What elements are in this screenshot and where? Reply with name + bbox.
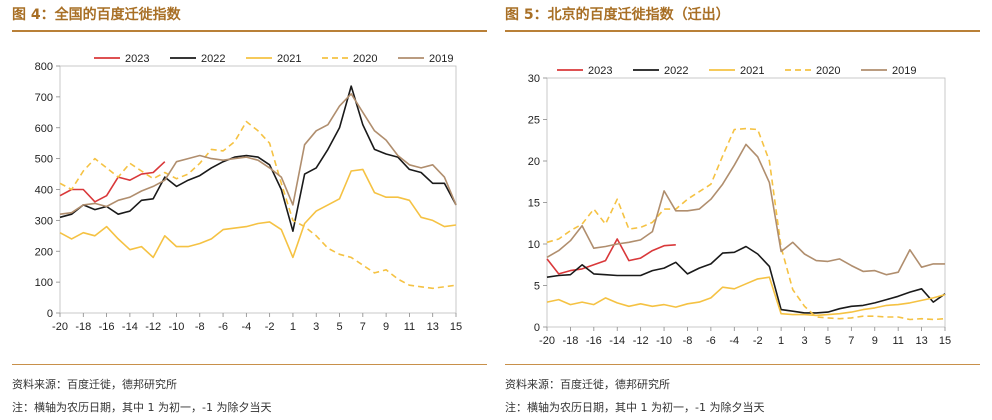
left-title-rule: [12, 30, 487, 32]
legend-label-2020: 2020: [353, 53, 377, 65]
y-tick-label: 700: [35, 92, 53, 104]
left-axis-note: 注：横轴为农历日期，其中 1 为初一，-1 为除夕当天: [12, 401, 272, 414]
legend-label-2019: 2019: [429, 53, 453, 65]
legend-label-2023: 2023: [125, 53, 149, 65]
y-tick-label: 25: [528, 115, 540, 127]
x-tick-label: 5: [825, 335, 831, 347]
x-tick-label: 9: [383, 321, 389, 333]
x-tick-label: 13: [915, 335, 927, 347]
plot-frame: [546, 77, 946, 328]
x-tick-label: -6: [218, 321, 228, 333]
x-tick-label: -6: [706, 335, 716, 347]
left-line-chart: 0 100 200 300 400 500 600 700 800 -20 -18 -16 -14 -12…: [35, 53, 462, 333]
series-line-2019: [59, 93, 457, 215]
y-tick-label: 0: [534, 322, 540, 334]
x-tick-label: -12: [633, 335, 649, 347]
x-tick-label: -14: [609, 335, 625, 347]
series-line-2022: [59, 85, 457, 232]
x-tick-label: 3: [313, 321, 319, 333]
y-tick-label: 400: [35, 185, 53, 197]
series-line-2019: [546, 143, 945, 276]
legend-label-2020: 2020: [816, 65, 840, 77]
y-tick-label: 5: [534, 281, 540, 293]
right-axis-note: 注：横轴为农历日期，其中 1 为初一，-1 为除夕当天: [505, 401, 765, 414]
x-tick-label: 7: [360, 321, 366, 333]
x-tick-label: -4: [729, 335, 739, 347]
y-tick-label: 100: [35, 277, 53, 289]
x-tick-label: 15: [450, 321, 462, 333]
x-tick-label: -10: [169, 321, 185, 333]
left-footer-rule: [12, 364, 487, 365]
x-tick-label: -2: [753, 335, 763, 347]
x-tick-label: -12: [145, 321, 161, 333]
x-tick-label: -4: [241, 321, 251, 333]
series-line-2023: [59, 161, 166, 203]
x-tick-label: 7: [848, 335, 854, 347]
y-tick-label: 15: [528, 198, 540, 210]
series-line-2021: [546, 276, 946, 317]
x-tick-label: -20: [539, 335, 555, 347]
x-tick-label: 1: [778, 335, 784, 347]
legend-label-2019: 2019: [892, 65, 916, 77]
x-tick-label: -18: [562, 335, 578, 347]
x-tick-label: 11: [892, 335, 903, 347]
x-tick-label: -16: [586, 335, 602, 347]
right-chart-panel: 图 5：北京的百度迁徙指数（迁出） 0 5 10 15 20 25 30 -20 -18 -16-…: [505, 0, 980, 420]
legend-label-2021: 2021: [277, 53, 301, 65]
x-tick-label: 13: [427, 321, 439, 333]
series-line-2022: [546, 245, 946, 314]
y-tick-label: 200: [35, 246, 53, 258]
y-tick-label: 10: [528, 239, 540, 251]
x-tick-label: 9: [872, 335, 878, 347]
series-line-2023: [546, 238, 676, 275]
plot-frame: [59, 65, 457, 314]
x-tick-label: -16: [99, 321, 115, 333]
x-tick-label: -20: [52, 321, 68, 333]
right-chart-title: 图 5：北京的百度迁徙指数（迁出）: [505, 7, 730, 23]
x-tick-label: 15: [939, 335, 951, 347]
series-line-2020: [59, 120, 457, 290]
y-tick-label: 500: [35, 154, 53, 166]
series-line-2020: [546, 127, 946, 321]
x-tick-label: -8: [195, 321, 205, 333]
legend-label-2023: 2023: [588, 65, 612, 77]
left-chart-title: 图 4：全国的百度迁徙指数: [12, 7, 181, 23]
x-tick-label: -8: [683, 335, 693, 347]
left-chart-panel: 图 4：全国的百度迁徙指数 0 100 200 300 400 500 600 700 800 -…: [12, 0, 487, 420]
x-tick-label: 3: [801, 335, 807, 347]
x-tick-label: -10: [656, 335, 672, 347]
legend-label-2022: 2022: [664, 65, 688, 77]
x-tick-label: -18: [75, 321, 91, 333]
y-tick-label: 0: [47, 308, 53, 320]
x-tick-label: 5: [336, 321, 342, 333]
x-tick-label: 1: [290, 321, 296, 333]
right-footer-rule: [505, 364, 980, 365]
y-tick-label: 800: [35, 61, 53, 73]
x-tick-label: -2: [265, 321, 275, 333]
y-tick-label: 300: [35, 215, 53, 227]
y-tick-label: 600: [35, 123, 53, 135]
legend-label-2021: 2021: [740, 65, 764, 77]
right-title-rule: [505, 30, 980, 32]
y-tick-label: 30: [528, 73, 540, 85]
x-tick-label: 11: [404, 321, 415, 333]
left-source-note: 资料来源：百度迁徙，德邦研究所: [12, 378, 177, 391]
x-tick-label: -14: [122, 321, 138, 333]
right-source-note: 资料来源：百度迁徙，德邦研究所: [505, 378, 670, 391]
y-tick-label: 20: [528, 156, 540, 168]
legend-label-2022: 2022: [201, 53, 225, 65]
series-line-2021: [59, 168, 457, 259]
